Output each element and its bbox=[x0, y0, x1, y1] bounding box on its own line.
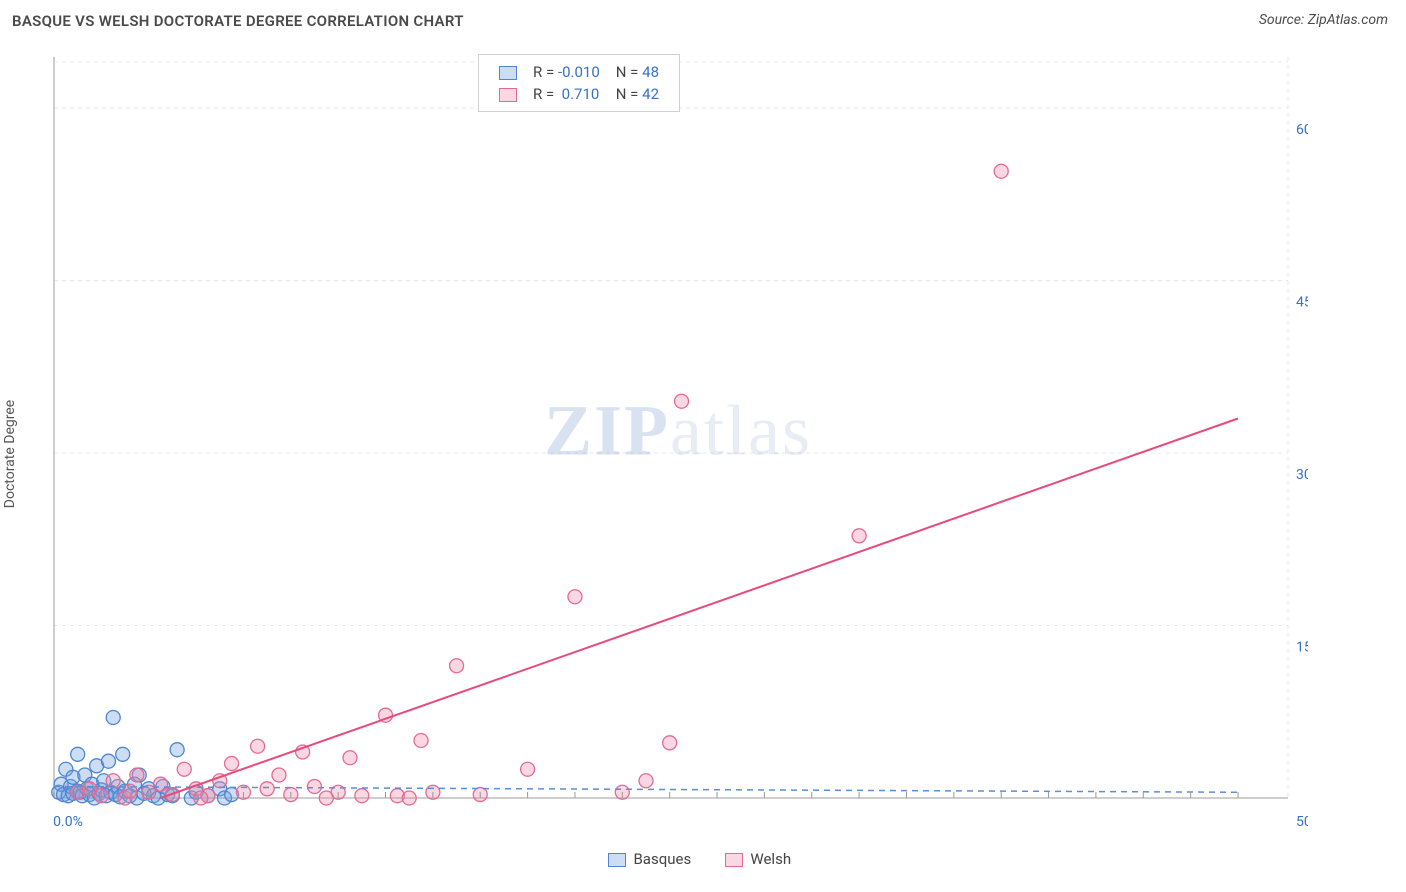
r-value-welsh: 0.710 bbox=[562, 85, 600, 103]
n-value-welsh: 42 bbox=[642, 85, 659, 103]
svg-text:30.0%: 30.0% bbox=[1296, 467, 1308, 483]
svg-text:0.0%: 0.0% bbox=[53, 814, 83, 830]
legend-swatch-basques bbox=[499, 66, 517, 80]
svg-text:45.0%: 45.0% bbox=[1296, 295, 1308, 311]
legend-label-welsh: Welsh bbox=[750, 850, 791, 868]
source-attribution: Source: ZipAtlas.com bbox=[1259, 12, 1388, 28]
legend-label-basques: Basques bbox=[633, 850, 691, 868]
y-axis-label: Doctorate Degree bbox=[2, 400, 18, 508]
r-value-basques: -0.010 bbox=[558, 63, 600, 81]
correlation-legend: R = -0.010 N = 48 R = 0.710 N = 42 bbox=[478, 54, 680, 112]
svg-text:50.0%: 50.0% bbox=[1296, 814, 1308, 830]
chart-title: BASQUE VS WELSH DOCTORATE DEGREE CORRELA… bbox=[12, 12, 464, 30]
svg-text:60.0%: 60.0% bbox=[1296, 122, 1308, 138]
legend-swatch-welsh bbox=[499, 88, 517, 102]
legend-swatch-basques-b bbox=[608, 853, 626, 867]
series-legend: Basques Welsh bbox=[608, 850, 821, 868]
plot-svg: 15.0% 30.0% 45.0% 60.0% 0.0% 50.0% bbox=[48, 52, 1308, 842]
svg-text:15.0%: 15.0% bbox=[1296, 640, 1308, 656]
n-value-basques: 48 bbox=[642, 63, 659, 81]
scatter-plot: ZIPatlas R = -0.010 N = 48 R = 0.710 N =… bbox=[48, 52, 1308, 842]
legend-swatch-welsh-b bbox=[725, 853, 743, 867]
